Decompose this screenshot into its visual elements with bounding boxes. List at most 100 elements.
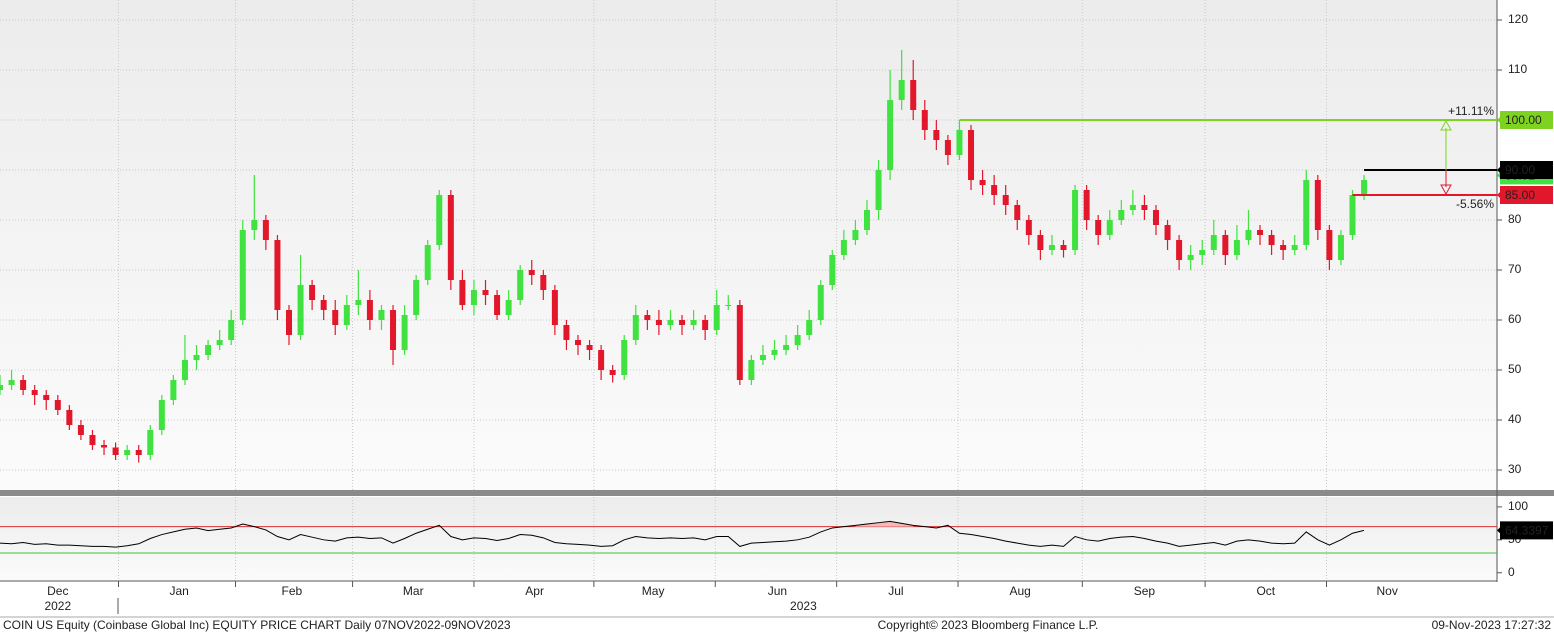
candle-body — [1222, 235, 1229, 255]
candle-body — [1303, 180, 1310, 245]
candle-body — [771, 350, 778, 355]
candle-body — [725, 305, 732, 306]
candle-body — [1106, 220, 1113, 235]
price-panel — [0, 0, 1497, 490]
x-tick-label: Dec — [47, 584, 68, 598]
level-box — [1500, 186, 1553, 204]
candle-body — [378, 310, 385, 320]
candle-body — [632, 315, 639, 340]
candle-body — [736, 305, 743, 380]
candle-body — [89, 435, 96, 445]
candle-body — [297, 285, 304, 335]
y-tick-label: 70 — [1508, 262, 1522, 276]
candle-body — [1268, 235, 1275, 245]
candle-body — [54, 400, 61, 410]
candle-body — [1025, 220, 1032, 235]
candle-body — [216, 340, 223, 345]
candle-body — [1002, 195, 1009, 205]
level-pointer — [1497, 165, 1502, 175]
candle-body — [1257, 230, 1264, 235]
candle-body — [655, 320, 662, 325]
x-tick-label: Feb — [282, 584, 303, 598]
candle-body — [0, 385, 3, 390]
level-label: 90.00 — [1505, 163, 1535, 177]
level-label: 100.00 — [1505, 113, 1542, 127]
candle-body — [228, 320, 235, 340]
candle-body — [713, 305, 720, 330]
candle-body — [343, 305, 350, 325]
candle-body — [817, 285, 824, 320]
y-tick-label: 80 — [1508, 212, 1522, 226]
candle-body — [366, 300, 373, 320]
panel-divider — [0, 490, 1554, 496]
candle-body — [158, 400, 165, 430]
candle-body — [482, 290, 489, 295]
x-tick-label: Oct — [1256, 584, 1275, 598]
candle-body — [355, 300, 362, 305]
candle-body — [829, 255, 836, 285]
candle-body — [205, 345, 212, 355]
candle-body — [748, 360, 755, 380]
candle-body — [783, 345, 790, 350]
candle-body — [702, 320, 709, 330]
indicator-last-box — [1500, 521, 1553, 540]
x-tick-label: Apr — [525, 584, 544, 598]
level-box — [1500, 161, 1553, 179]
candle-body — [470, 290, 477, 305]
x-tick-label: Sep — [1134, 584, 1156, 598]
candle-body — [262, 220, 269, 240]
overbought-area — [855, 521, 914, 527]
candle-body — [239, 230, 246, 320]
candle-body — [667, 320, 674, 325]
candle-body — [690, 320, 697, 325]
candle-body — [887, 100, 894, 170]
candle-body — [1291, 245, 1298, 250]
candle-body — [968, 130, 975, 180]
level-box — [1500, 111, 1553, 129]
candle-body — [77, 425, 84, 435]
level-pointer — [1497, 115, 1502, 125]
candle-body — [944, 140, 951, 155]
candle-body — [1037, 235, 1044, 250]
footer-center: Copyright© 2023 Bloomberg Finance L.P. — [878, 618, 1099, 632]
candle-body — [1245, 230, 1252, 240]
year-label: 2023 — [790, 599, 817, 613]
x-tick-label: May — [642, 584, 665, 598]
candle-body — [574, 340, 581, 345]
x-tick-label: Nov — [1377, 584, 1398, 598]
x-tick-label: Aug — [1009, 584, 1030, 598]
candle-body — [20, 380, 27, 390]
candle-body — [112, 447, 119, 455]
candle-body — [332, 310, 339, 325]
y-tick-label: 110 — [1508, 62, 1527, 76]
candle-body — [447, 195, 454, 280]
candle-body — [8, 380, 15, 385]
level-label: 85.00 — [1505, 188, 1535, 202]
candle-body — [1280, 245, 1287, 250]
candle-body — [66, 410, 73, 425]
candle-body — [979, 180, 986, 185]
candle-body — [852, 230, 859, 240]
candle-body — [898, 80, 905, 100]
candle-body — [101, 445, 108, 448]
candle-body — [1210, 235, 1217, 250]
candle-body — [274, 240, 281, 310]
candle-body — [863, 210, 870, 230]
candle-body — [1164, 225, 1171, 240]
candle-body — [528, 270, 535, 275]
candle-body — [921, 110, 928, 130]
candle-body — [806, 320, 813, 335]
annotation: +11.11% — [1448, 104, 1494, 118]
candle-body — [309, 285, 316, 300]
indicator-panel — [0, 497, 1497, 580]
x-tick-label: Jul — [888, 584, 903, 598]
candle-body — [31, 390, 38, 395]
candle-body — [1060, 245, 1067, 250]
candle-body — [1361, 180, 1368, 195]
candle-body — [1152, 210, 1159, 225]
candle-body — [401, 315, 408, 350]
candle-body — [991, 185, 998, 195]
footer-left: COIN US Equity (Coinbase Global Inc) EQU… — [3, 618, 511, 632]
candle-body — [1072, 190, 1079, 250]
